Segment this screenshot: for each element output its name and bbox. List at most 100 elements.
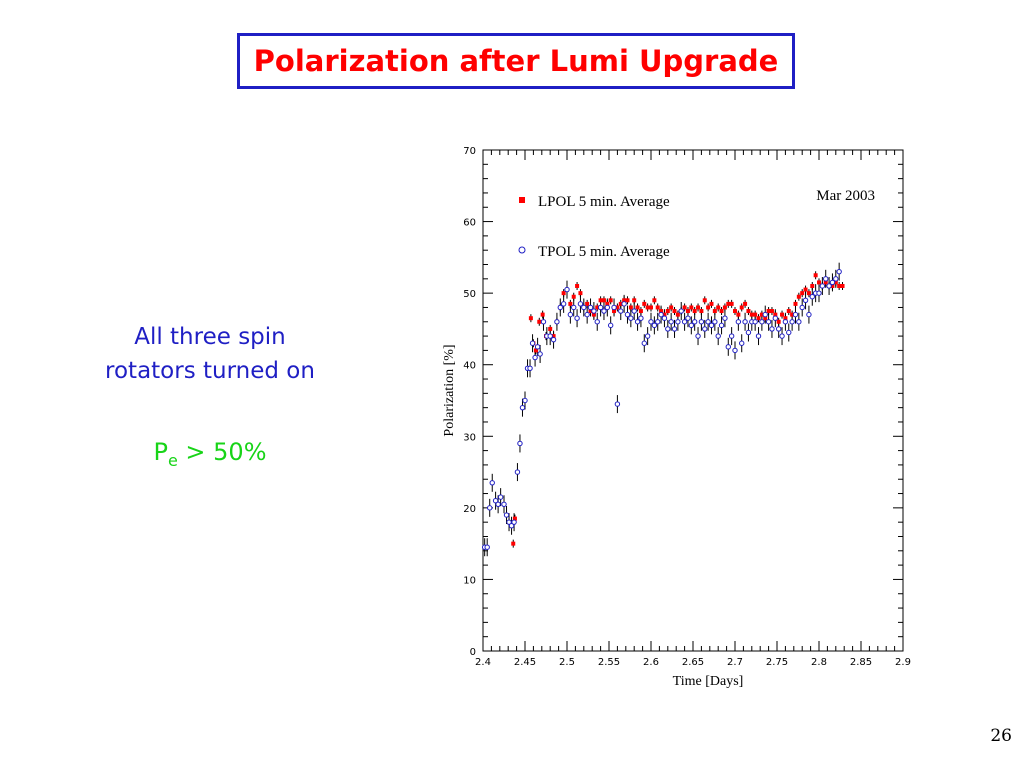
lpol-point xyxy=(618,301,623,306)
tpol-point xyxy=(712,319,718,325)
x-tick-label: 2.45 xyxy=(514,657,536,668)
plot-frame xyxy=(482,149,904,652)
lpol-point xyxy=(662,312,667,317)
tpol-point xyxy=(745,329,752,336)
lpol-point xyxy=(551,334,556,339)
lpol-point xyxy=(709,301,714,306)
lpol-point xyxy=(766,309,771,314)
tpol-point xyxy=(495,501,501,507)
y-tick-label: 30 xyxy=(463,432,476,443)
lpol-point xyxy=(806,291,811,296)
y-axis-label: Polarization [%] xyxy=(442,344,457,436)
tpol-point xyxy=(540,319,547,325)
tpol-point xyxy=(836,268,842,275)
lpol-point xyxy=(598,298,603,303)
tpol-point xyxy=(508,523,515,529)
x-tick-label: 2.65 xyxy=(682,657,704,668)
tpol-point xyxy=(752,319,758,325)
tpol-point xyxy=(786,329,792,336)
tpol-point xyxy=(833,276,839,282)
page-number: 26 xyxy=(990,726,1012,746)
lpol-point xyxy=(537,319,542,324)
lpol-point xyxy=(642,301,647,306)
tpol-point xyxy=(685,315,691,321)
lpol-point xyxy=(830,283,835,288)
lpol-point xyxy=(726,301,731,306)
lpol-point xyxy=(625,298,630,303)
y-tick-label: 50 xyxy=(463,289,476,300)
side-text-line-1: All three spin xyxy=(134,324,286,350)
tpol-point xyxy=(560,301,567,307)
tpol-point xyxy=(769,326,775,332)
tpol-point xyxy=(665,326,671,332)
tpol-point xyxy=(519,404,526,411)
lpol-point xyxy=(612,309,617,314)
x-tick-label: 2.85 xyxy=(850,657,872,668)
x-tick-label: 2.75 xyxy=(766,657,788,668)
tpol-point xyxy=(557,304,563,311)
lpol-point xyxy=(528,316,533,321)
tpol-point xyxy=(668,319,674,325)
lpol-point xyxy=(571,294,576,299)
tpol-point xyxy=(550,336,557,343)
tpol-point xyxy=(678,308,684,314)
tpol-point xyxy=(532,354,538,361)
tpol-point xyxy=(799,304,805,311)
lpol-point xyxy=(605,301,610,306)
lpol-point xyxy=(588,309,593,314)
tpol-point xyxy=(534,344,541,350)
tpol-point xyxy=(567,311,574,318)
lpol-point xyxy=(682,305,687,310)
tpol-point xyxy=(587,304,594,311)
tpol-point xyxy=(671,326,678,332)
tpol-point xyxy=(655,319,661,325)
tpol-point xyxy=(675,319,681,325)
lpol-point xyxy=(635,305,640,310)
lpol-point xyxy=(780,312,785,317)
tpol-point xyxy=(796,319,802,325)
tpol-point xyxy=(732,347,738,354)
tpol-point xyxy=(651,322,658,329)
lpol-point xyxy=(736,312,741,317)
lpol-point xyxy=(659,309,664,314)
tpol-point xyxy=(658,311,664,318)
lpol-point xyxy=(837,283,842,288)
lpol-point xyxy=(689,305,694,310)
tpol-point xyxy=(759,319,765,325)
lpol-point xyxy=(823,280,828,285)
lpol-point xyxy=(561,291,566,296)
tpol-point xyxy=(517,440,523,447)
pe-subscript: e xyxy=(167,450,178,470)
lpol-point xyxy=(759,312,764,317)
tpol-point xyxy=(574,315,580,321)
lpol-point xyxy=(803,287,808,292)
tpol-point xyxy=(577,301,584,307)
tpol-point xyxy=(537,351,543,357)
lpol-point xyxy=(769,309,774,314)
tpol-point xyxy=(489,480,495,486)
lpol-point xyxy=(840,283,845,288)
tpol-point xyxy=(742,319,748,325)
legend-tpol-label: TPOL 5 min. Average xyxy=(538,244,670,260)
tpol-point xyxy=(594,319,600,325)
lpol-point xyxy=(628,305,633,310)
tpol-point xyxy=(765,319,772,325)
tpol-point xyxy=(618,308,624,314)
lpol-point xyxy=(749,312,754,317)
tpol-point xyxy=(816,290,822,296)
y-tick-label: 10 xyxy=(463,575,476,586)
tpol-point xyxy=(695,333,701,339)
lpol-point xyxy=(696,305,701,310)
lpol-point xyxy=(578,291,583,296)
lpol-point xyxy=(622,298,627,303)
pe-threshold: > 50% xyxy=(177,438,267,466)
tpol-point xyxy=(698,319,705,325)
tpol-point xyxy=(497,494,504,500)
lpol-point xyxy=(733,309,737,314)
lpol-point xyxy=(675,312,680,317)
lpol-point xyxy=(786,309,791,314)
tpol-point xyxy=(487,505,493,511)
lpol-point xyxy=(533,348,538,353)
x-tick-label: 2.6 xyxy=(643,657,659,668)
lpol-point xyxy=(790,312,795,317)
